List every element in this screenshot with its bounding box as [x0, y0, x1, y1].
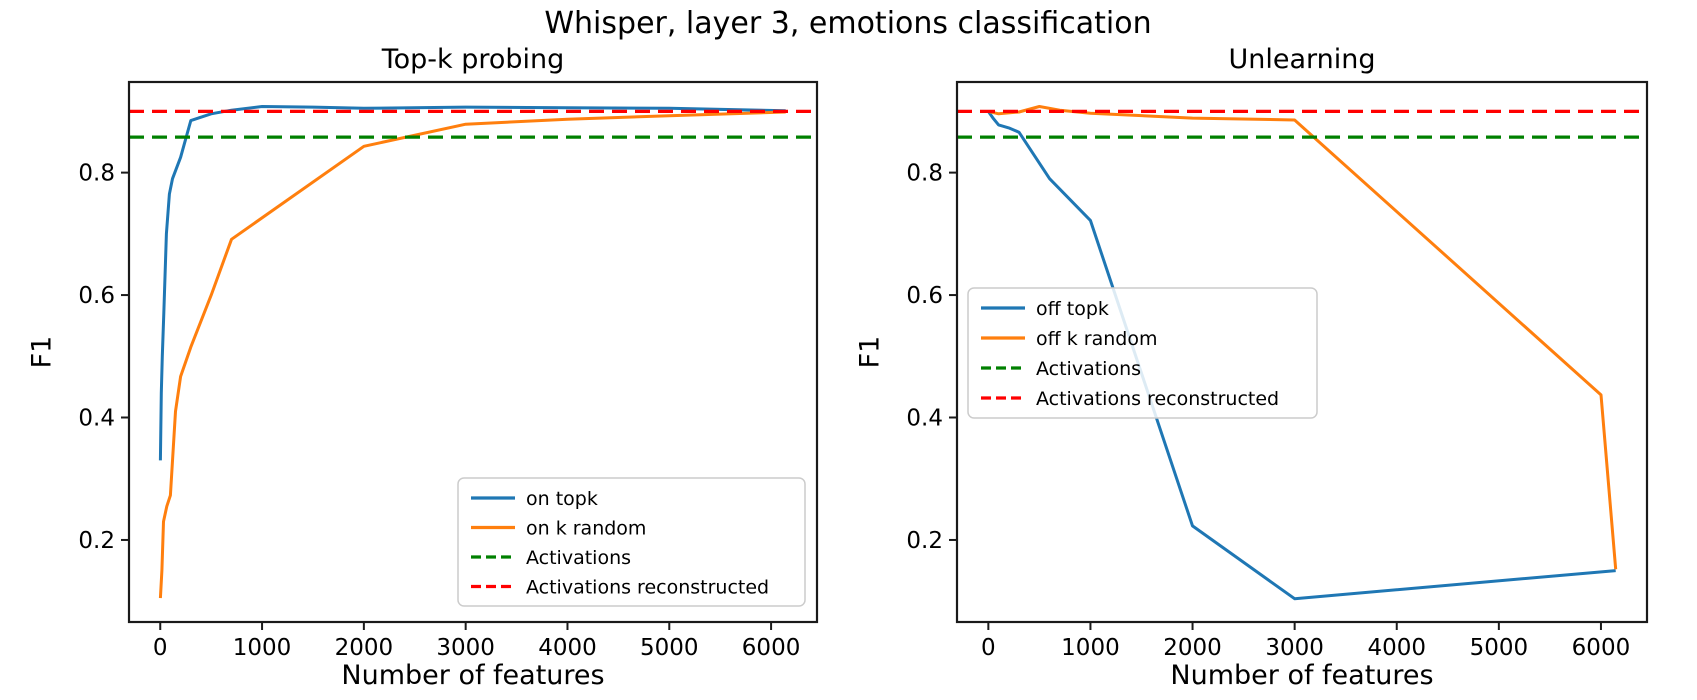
plot-0-legend-label-activations-reconstructed: Activations reconstructed — [526, 577, 769, 599]
plot-0-y-tick-label-0.6: 0.6 — [78, 283, 115, 309]
figure-title: Whisper, layer 3, emotions classificatio… — [544, 6, 1152, 41]
left-y-axis-label: F1 — [26, 335, 58, 369]
right-x-axis-label: Number of features — [1170, 660, 1434, 691]
plot-0-legend-label-on-k-random: on k random — [526, 518, 646, 540]
plot-1-legend-box — [967, 287, 1318, 419]
plot-1-legend-label-activations: Activations — [1036, 358, 1141, 380]
plot-0-y-tick-label-0.2: 0.2 — [78, 528, 115, 554]
left-plot-title: Top-k probing — [381, 44, 565, 75]
right-plot-title: Unlearning — [1228, 44, 1376, 75]
plot-0-legend-label-on-topk: on topk — [526, 488, 598, 510]
plot-0: 0 1000 2000 3000 4000 5000 6000 0.2 0.4 0.6 0.8 on … — [78, 80, 819, 661]
plot-1-spines — [955, 80, 1649, 624]
plot-1-x-tick-label-2000: 2000 — [1163, 635, 1222, 661]
plot-0-spines — [127, 80, 819, 624]
plot-1-x-tick-label-5000: 5000 — [1470, 635, 1529, 661]
plot-0-x-tick-label-1000: 1000 — [233, 635, 292, 661]
plot-1-x-tick-label-4000: 4000 — [1367, 635, 1426, 661]
plot-0-x-tick-label-0: 0 — [153, 635, 168, 661]
plot-1-legend-label-off-topk: off topk — [1036, 298, 1109, 320]
plot-1-x-tick-label-0: 0 — [981, 635, 996, 661]
plot-0-x-tick-label-2000: 2000 — [335, 635, 394, 661]
plot-1-y-tick-label-0.8: 0.8 — [906, 161, 943, 187]
plot-0-series-on-k-random — [158, 110, 786, 599]
plot-0-series-on-topk — [158, 105, 786, 461]
plot-1-y-tick-label-0.2: 0.2 — [906, 528, 943, 554]
plot-0-legend-box — [457, 477, 806, 607]
plot-1-y-tick-label-0.6: 0.6 — [906, 283, 943, 309]
plot-1-x-tick-label-3000: 3000 — [1265, 635, 1324, 661]
plot-1: 0 1000 2000 3000 4000 5000 6000 0.2 0.4 0.6 0.8 off… — [906, 80, 1649, 661]
plot-0-y-tick-label-0.4: 0.4 — [78, 406, 115, 432]
plot-0-x-tick-label-6000: 6000 — [742, 635, 801, 661]
plot-1-y-tick-label-0.4: 0.4 — [906, 406, 943, 432]
plot-1-x-tick-label-1000: 1000 — [1061, 635, 1120, 661]
plot-1-series-off-topk — [987, 110, 1616, 601]
plot-1-legend-label-activations-reconstructed: Activations reconstructed — [1036, 388, 1279, 410]
plot-1-x-tick-label-6000: 6000 — [1572, 635, 1631, 661]
right-y-axis-label: F1 — [854, 335, 886, 369]
plot-0-x-tick-label-4000: 4000 — [538, 635, 597, 661]
left-x-axis-label: Number of features — [341, 660, 605, 691]
plot-0-x-tick-label-5000: 5000 — [640, 635, 699, 661]
plot-0-y-tick-label-0.8: 0.8 — [78, 161, 115, 187]
plot-0-x-tick-label-3000: 3000 — [436, 635, 495, 661]
plot-1-legend-label-off-k-random: off k random — [1036, 328, 1158, 350]
plot-0-legend-label-activations: Activations — [526, 547, 631, 569]
